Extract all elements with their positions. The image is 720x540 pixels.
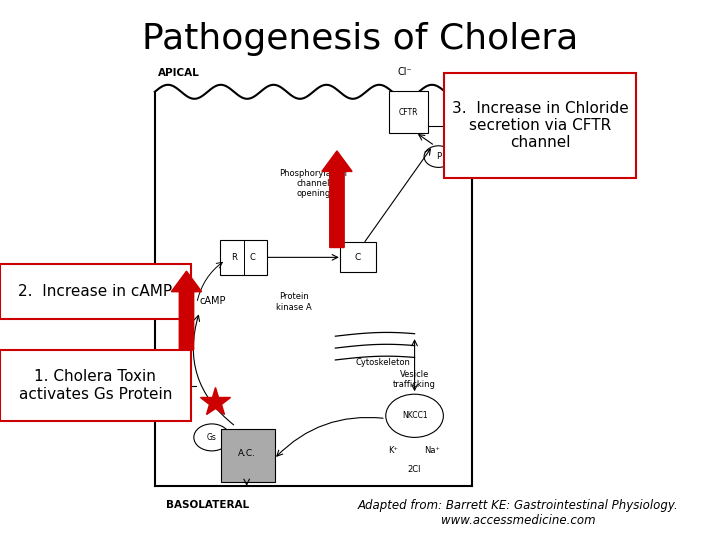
FancyBboxPatch shape [340,242,376,273]
FancyArrow shape [322,151,352,247]
Circle shape [386,394,444,437]
Text: Phosphorylation
channel
opening: Phosphorylation channel opening [279,168,347,199]
Text: R: R [231,253,237,262]
FancyBboxPatch shape [0,350,191,421]
Text: 2Cl: 2Cl [408,465,421,474]
Text: 1. Cholera Toxin
activates Gs Protein: 1. Cholera Toxin activates Gs Protein [19,369,172,402]
Text: Gs: Gs [207,433,217,442]
Circle shape [194,424,230,451]
Text: Protein
kinase A: Protein kinase A [276,293,312,312]
Text: NKCC1: NKCC1 [402,411,428,420]
Text: C: C [250,253,256,262]
Text: BASOLATERAL: BASOLATERAL [166,500,248,510]
FancyBboxPatch shape [220,240,267,275]
Text: 3.  Increase in Chloride
secretion via CFTR
channel: 3. Increase in Chloride secretion via CF… [451,100,629,151]
FancyBboxPatch shape [0,264,191,319]
Text: 2.  Increase in cAMP: 2. Increase in cAMP [18,284,173,299]
Text: Na⁺: Na⁺ [425,447,441,455]
FancyBboxPatch shape [389,91,428,133]
Text: A.C.: A.C. [238,449,256,458]
Text: Cl⁻: Cl⁻ [397,67,412,77]
Text: C: C [354,253,361,262]
Text: cAMP: cAMP [199,296,226,306]
FancyArrow shape [171,271,202,350]
FancyBboxPatch shape [222,429,275,482]
Text: K⁺: K⁺ [388,447,398,455]
Text: APICAL: APICAL [158,68,200,78]
Text: Adapted from: Barrett KE: Gastrointestinal Physiology.
www.accessmedicine.com: Adapted from: Barrett KE: Gastrointestin… [358,498,679,526]
Text: Vesicle
trafficking: Vesicle trafficking [393,370,436,389]
Text: CFTR: CFTR [398,107,418,117]
Text: P: P [436,152,441,161]
Text: Cytoskeleton: Cytoskeleton [356,358,410,367]
FancyBboxPatch shape [444,73,636,178]
Text: Pathogenesis of Cholera: Pathogenesis of Cholera [142,22,578,56]
Circle shape [424,146,453,167]
